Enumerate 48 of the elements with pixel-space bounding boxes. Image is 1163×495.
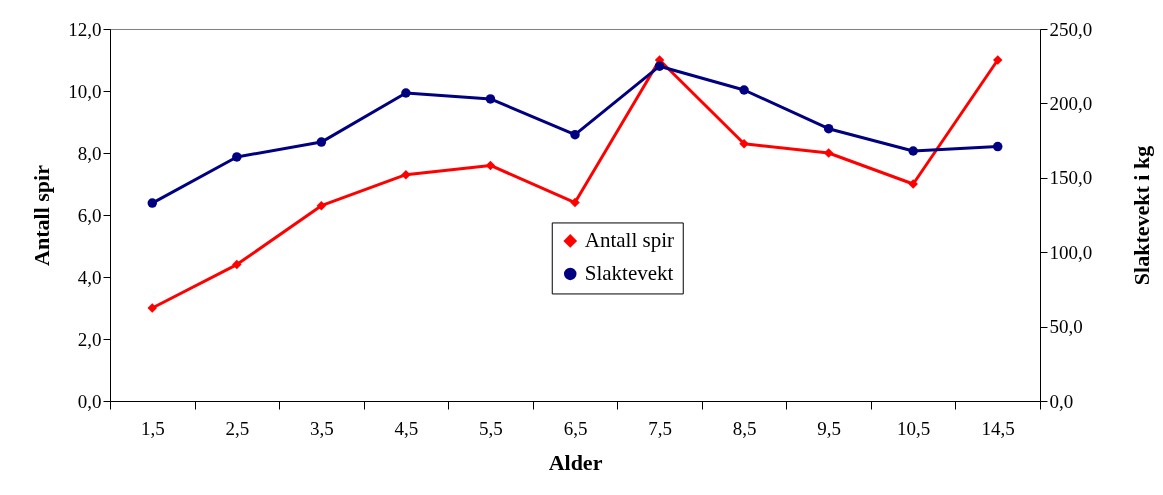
y-tick-label: 12,0: [68, 18, 102, 40]
point: [570, 197, 580, 208]
y2-tick-label: 250,0: [1049, 18, 1093, 40]
x-tick-label: 4,5: [394, 417, 419, 439]
point: [654, 61, 665, 71]
point: [485, 94, 496, 104]
y2-tick-label: 150,0: [1049, 167, 1093, 189]
x-tick-label: 2,5: [225, 417, 250, 439]
x-tick-label: 5,5: [479, 417, 503, 439]
point: [401, 88, 411, 98]
point: [992, 55, 1003, 65]
y2-tick-label: 0,0: [1049, 390, 1074, 412]
x-tick-label: 8,5: [732, 417, 757, 439]
point: [316, 200, 327, 211]
point: [232, 259, 242, 270]
x-tick-label: 1,5: [140, 417, 165, 439]
point: [232, 152, 242, 162]
y-tick-label: 10,0: [68, 80, 102, 102]
y-tick-label: 8,0: [77, 142, 102, 164]
x-tick-label: 14,5: [981, 417, 1015, 439]
point: [908, 146, 918, 156]
x-tick-label: 9,5: [817, 417, 842, 439]
point: [316, 137, 327, 147]
point: [739, 138, 749, 149]
y2-tick-label: 100,0: [1049, 241, 1093, 263]
y-tick-label: 6,0: [77, 204, 102, 226]
y-tick-label: 4,0: [77, 266, 102, 288]
y-axis-title: Antall spir: [29, 164, 55, 266]
point: [823, 123, 834, 134]
x-axis-title: Alder: [548, 449, 603, 475]
point: [485, 160, 496, 171]
point: [739, 85, 749, 95]
point: [147, 198, 158, 208]
y2-tick-label: 50,0: [1049, 316, 1083, 338]
x-tick-label: 10,5: [897, 417, 931, 439]
point: [401, 169, 411, 180]
point: [147, 303, 158, 313]
point: [570, 129, 580, 140]
y2-axis-title: Slaktevekt i kg: [1129, 145, 1155, 286]
point: [992, 141, 1003, 152]
y-tick-label: 2,0: [77, 328, 102, 350]
legend-label: Slaktevekt: [584, 260, 674, 285]
legend-label: Antall spir: [584, 227, 674, 252]
y-tick-label: 0,0: [77, 390, 102, 412]
x-tick-label: 7,5: [648, 417, 672, 439]
x-tick-label: 6,5: [563, 417, 588, 439]
y2-tick-label: 200,0: [1049, 92, 1093, 114]
x-tick-label: 3,5: [309, 417, 334, 439]
